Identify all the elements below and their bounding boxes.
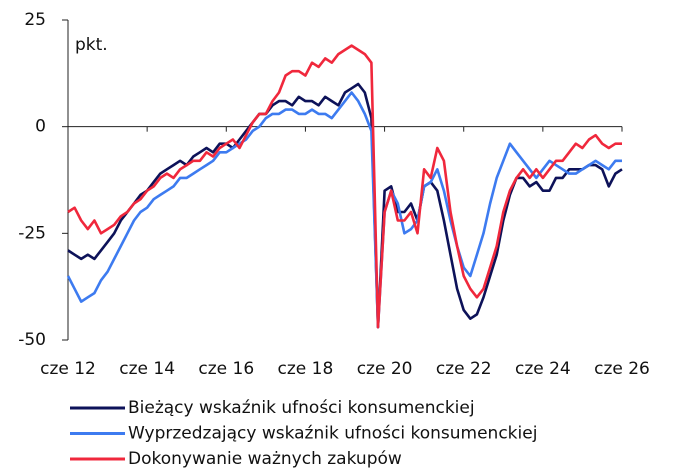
- x-tick-label: cze 16: [198, 359, 254, 379]
- series-line: [67, 44, 622, 329]
- y-tick-label: -50: [18, 330, 46, 350]
- y-tick-label: 0: [35, 117, 46, 137]
- legend-label: Bieżący wskaźnik ufności konsumenckiej: [128, 398, 475, 418]
- x-tick-label: cze 12: [40, 359, 96, 379]
- series-line: [67, 82, 623, 329]
- y-axis-label: pkt.: [75, 35, 108, 55]
- series-line: [66, 91, 622, 329]
- x-tick-label: cze 26: [594, 359, 650, 379]
- legend-label: Wyprzedzający wskaźnik ufności konsumenc…: [128, 424, 537, 444]
- x-tick-label: cze 24: [515, 359, 571, 379]
- x-tick-label: cze 22: [436, 359, 492, 379]
- x-tick-label: cze 20: [357, 359, 413, 379]
- x-tick-label: cze 14: [119, 359, 175, 379]
- legend-label: Dokonywanie ważnych zakupów: [128, 449, 402, 469]
- y-tick-label: -25: [18, 223, 46, 243]
- y-tick-label: 25: [24, 10, 46, 30]
- x-tick-label: cze 18: [278, 359, 334, 379]
